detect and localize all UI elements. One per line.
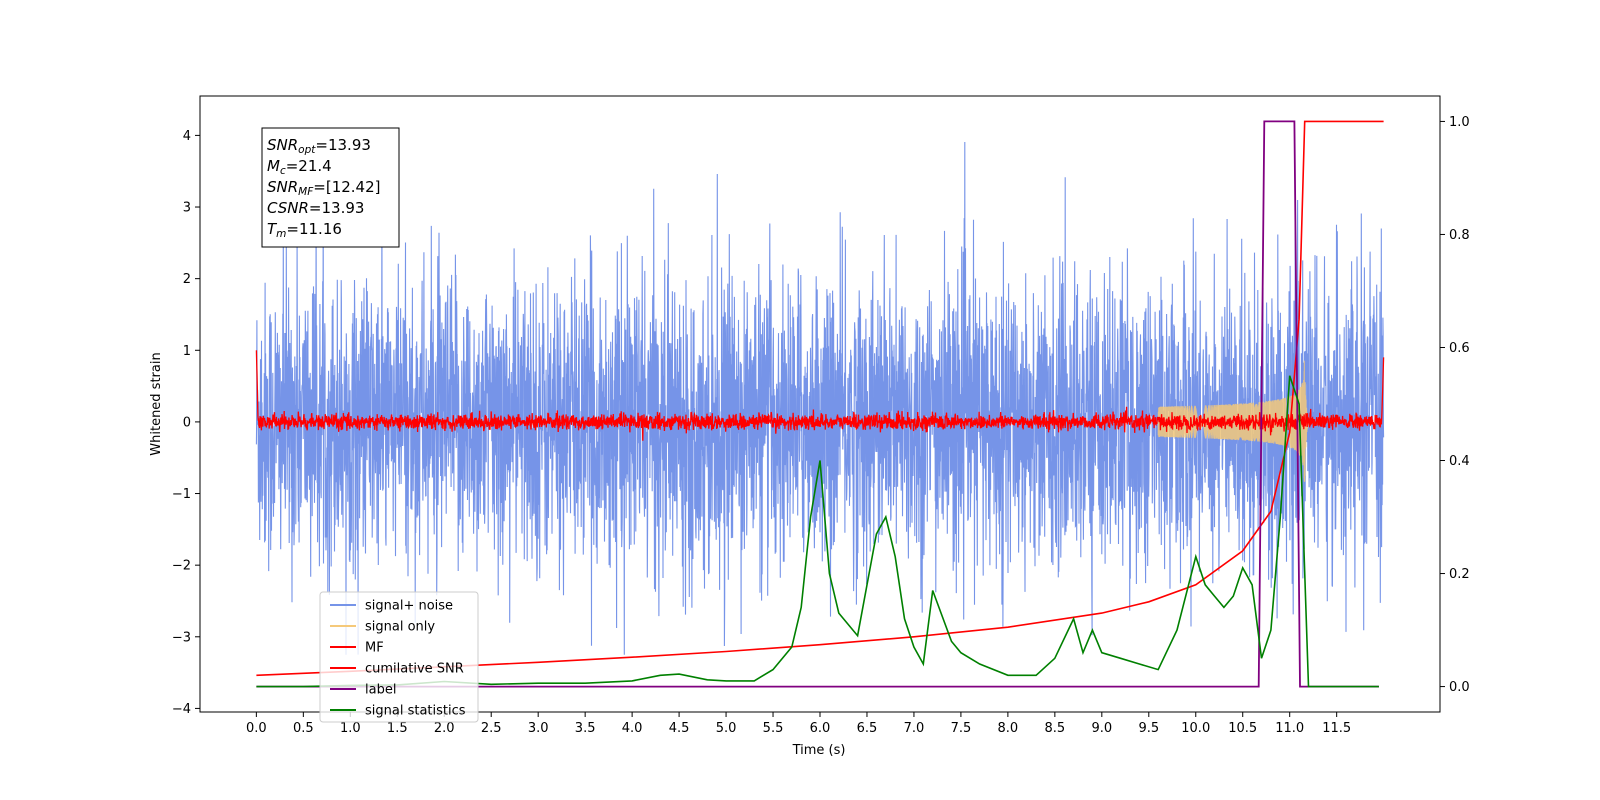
y2-tick-label: 0.0 — [1449, 680, 1470, 695]
annotation-line: Tm=11.16 — [267, 220, 342, 240]
x-tick-label: 11.0 — [1275, 721, 1304, 736]
x-tick-label: 3.0 — [528, 721, 549, 736]
annotation-line: Mc=21.4 — [267, 157, 332, 177]
x-tick-label: 8.0 — [998, 721, 1019, 736]
legend-entry: label — [365, 683, 396, 698]
x-tick-label: 0.5 — [293, 721, 314, 736]
y-tick-label: 1 — [183, 344, 191, 359]
x-tick-label: 0.0 — [246, 721, 267, 736]
x-tick-label: 4.5 — [669, 721, 690, 736]
x-axis-label: Time (s) — [792, 743, 846, 758]
x-tick-label: 9.5 — [1138, 721, 1159, 736]
y-tick-label: 3 — [183, 201, 191, 216]
y2-tick-label: 0.2 — [1449, 567, 1470, 582]
y-tick-label: −2 — [172, 559, 191, 574]
x-tick-label: 6.5 — [857, 721, 878, 736]
y-tick-label: −3 — [172, 630, 191, 645]
x-axis: 0.0 0.5 1.0 1.5 2.0 2.5 3.0 3.5 4.0 4.5 5.0 5.5 6.0 6… — [246, 712, 1351, 736]
annotation-box: SNRopt=13.93Mc=21.4SNRMF=[12.42]CSNR=13.… — [261, 127, 400, 248]
x-tick-label: 2.0 — [434, 721, 455, 736]
x-tick-label: 11.5 — [1322, 721, 1351, 736]
x-tick-label: 4.0 — [622, 721, 643, 736]
series-mf — [255, 350, 1385, 441]
y2-tick-label: 0.4 — [1449, 454, 1470, 469]
series-cumulative-snr — [256, 120, 1384, 677]
legend-entry: signal statistics — [365, 704, 466, 719]
series-signal-statistics — [256, 375, 1379, 688]
x-tick-label: 8.5 — [1045, 721, 1066, 736]
x-tick-label: 7.5 — [951, 721, 972, 736]
x-tick-label: 9.0 — [1091, 721, 1112, 736]
y2-tick-label: 0.8 — [1449, 228, 1470, 243]
legend-entry: MF — [365, 641, 384, 656]
x-tick-label: 10.5 — [1228, 721, 1257, 736]
x-tick-label: 6.0 — [810, 721, 831, 736]
y-axis-left: −4 −3 −2 −1 0 1 2 3 4 — [172, 129, 200, 717]
y-axis-label: Whitened strain — [149, 352, 164, 455]
y-tick-label: 4 — [183, 129, 191, 144]
x-tick-label: 5.0 — [716, 721, 737, 736]
y-axis-right: 0.0 0.2 0.4 0.6 0.8 1.0 — [1440, 115, 1470, 695]
x-tick-label: 1.0 — [340, 721, 361, 736]
x-tick-label: 3.5 — [575, 721, 596, 736]
x-tick-label: 5.5 — [763, 721, 784, 736]
legend-entry: signal+ noise — [365, 599, 453, 614]
y2-tick-label: 0.6 — [1449, 341, 1470, 356]
y-tick-label: 0 — [183, 415, 191, 430]
y-tick-label: −1 — [172, 487, 191, 502]
y2-tick-label: 1.0 — [1449, 115, 1470, 130]
legend-frame — [319, 591, 479, 723]
legend: signal+ noise signal only MF cumilative SNR… — [319, 591, 479, 723]
annotation-line: SNRopt=13.93 — [267, 136, 371, 156]
legend-entry: cumilative SNR — [365, 662, 464, 677]
x-tick-label: 1.5 — [387, 721, 408, 736]
x-tick-label: 10.0 — [1181, 721, 1210, 736]
annotation-frame — [261, 127, 400, 248]
legend-entry: signal only — [365, 620, 435, 635]
annotation-line: SNRMF=[12.42] — [267, 178, 381, 198]
y-tick-label: 2 — [183, 272, 191, 287]
x-tick-label: 2.5 — [481, 721, 502, 736]
y-tick-label: −4 — [172, 702, 191, 717]
x-tick-label: 7.0 — [904, 721, 925, 736]
annotation-line: CSNR=13.93 — [267, 199, 364, 217]
series-signal-noise — [255, 141, 1385, 655]
series-layer — [255, 120, 1385, 688]
series-signal-only — [1157, 360, 1313, 482]
